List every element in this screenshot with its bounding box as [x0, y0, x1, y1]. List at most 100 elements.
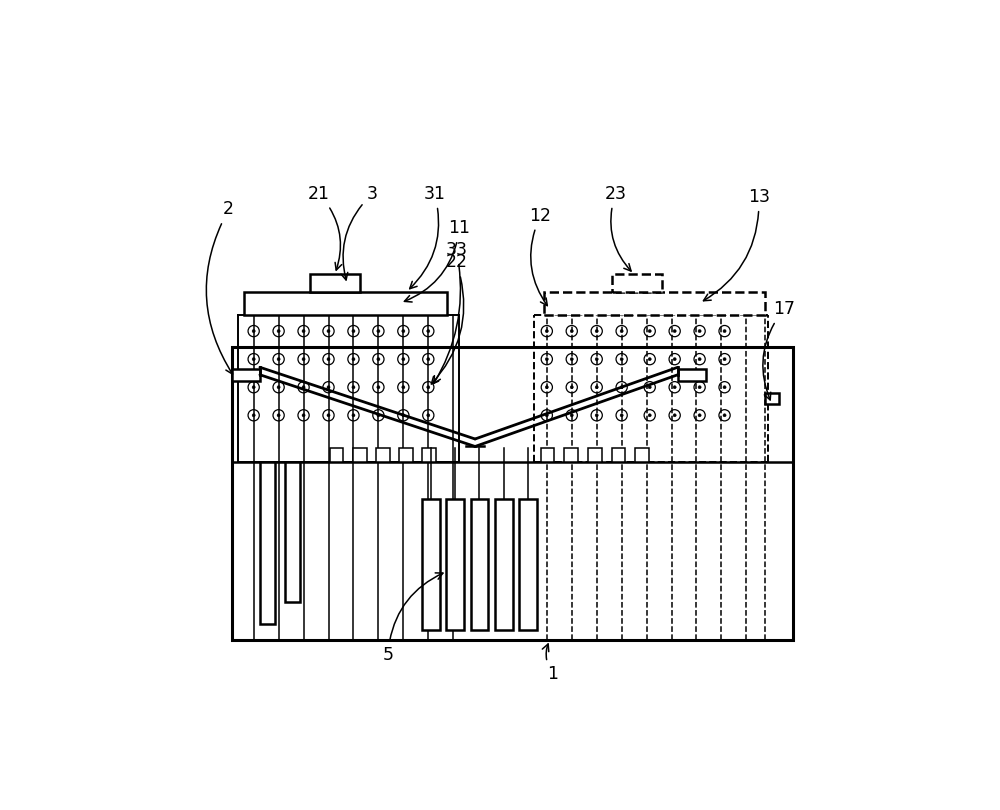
- Bar: [635, 449, 649, 462]
- Bar: [310, 275, 360, 292]
- Text: 2: 2: [206, 200, 234, 374]
- Circle shape: [545, 414, 548, 417]
- Circle shape: [570, 330, 573, 333]
- Circle shape: [427, 357, 430, 360]
- Circle shape: [377, 357, 380, 360]
- Circle shape: [620, 357, 623, 360]
- Circle shape: [327, 357, 330, 360]
- Circle shape: [723, 330, 726, 333]
- Circle shape: [377, 330, 380, 333]
- Circle shape: [620, 386, 623, 389]
- Bar: [232, 347, 793, 640]
- Text: 22: 22: [431, 254, 467, 384]
- Text: 3: 3: [341, 185, 378, 280]
- Circle shape: [402, 386, 405, 389]
- Bar: [232, 369, 260, 381]
- Circle shape: [302, 414, 305, 417]
- Circle shape: [377, 414, 380, 417]
- Circle shape: [673, 330, 676, 333]
- Bar: [471, 500, 488, 630]
- Circle shape: [352, 357, 355, 360]
- Circle shape: [277, 414, 280, 417]
- Text: 21: 21: [308, 185, 342, 270]
- Bar: [353, 449, 367, 462]
- Text: 17: 17: [763, 301, 795, 400]
- Circle shape: [698, 330, 701, 333]
- Circle shape: [648, 386, 651, 389]
- Circle shape: [302, 357, 305, 360]
- Bar: [588, 449, 602, 462]
- Circle shape: [595, 414, 598, 417]
- Circle shape: [595, 330, 598, 333]
- Circle shape: [377, 386, 380, 389]
- Circle shape: [402, 330, 405, 333]
- Text: 11: 11: [404, 220, 470, 302]
- Circle shape: [327, 330, 330, 333]
- Circle shape: [570, 386, 573, 389]
- Circle shape: [277, 386, 280, 389]
- Circle shape: [673, 386, 676, 389]
- Circle shape: [545, 386, 548, 389]
- Bar: [446, 500, 464, 630]
- Circle shape: [570, 414, 573, 417]
- Bar: [260, 462, 275, 625]
- Bar: [244, 292, 447, 316]
- Bar: [612, 449, 625, 462]
- Circle shape: [673, 357, 676, 360]
- Text: 33: 33: [434, 241, 467, 383]
- Circle shape: [327, 386, 330, 389]
- Bar: [422, 449, 436, 462]
- Circle shape: [620, 330, 623, 333]
- Circle shape: [302, 386, 305, 389]
- Circle shape: [723, 386, 726, 389]
- Circle shape: [352, 414, 355, 417]
- Text: 5: 5: [382, 573, 443, 664]
- Circle shape: [427, 386, 430, 389]
- Circle shape: [723, 357, 726, 360]
- Bar: [678, 369, 706, 381]
- Text: 31: 31: [410, 185, 446, 288]
- Circle shape: [352, 386, 355, 389]
- Circle shape: [595, 357, 598, 360]
- Circle shape: [545, 357, 548, 360]
- Circle shape: [698, 357, 701, 360]
- Text: 13: 13: [703, 188, 770, 301]
- Circle shape: [570, 357, 573, 360]
- Circle shape: [545, 330, 548, 333]
- Bar: [564, 449, 578, 462]
- Circle shape: [648, 357, 651, 360]
- Circle shape: [252, 414, 255, 417]
- Circle shape: [673, 414, 676, 417]
- Bar: [285, 462, 300, 603]
- Circle shape: [595, 386, 598, 389]
- Circle shape: [427, 330, 430, 333]
- Circle shape: [698, 386, 701, 389]
- Circle shape: [427, 414, 430, 417]
- Circle shape: [620, 414, 623, 417]
- Bar: [330, 449, 343, 462]
- Circle shape: [648, 330, 651, 333]
- Bar: [376, 449, 390, 462]
- Circle shape: [698, 414, 701, 417]
- Circle shape: [252, 357, 255, 360]
- Bar: [544, 292, 765, 316]
- Circle shape: [723, 414, 726, 417]
- Circle shape: [277, 330, 280, 333]
- Bar: [765, 393, 779, 404]
- Circle shape: [252, 386, 255, 389]
- Bar: [422, 500, 440, 630]
- Bar: [495, 500, 512, 630]
- Text: 23: 23: [604, 185, 631, 271]
- Circle shape: [352, 330, 355, 333]
- Circle shape: [402, 414, 405, 417]
- Circle shape: [402, 357, 405, 360]
- Bar: [399, 449, 413, 462]
- Bar: [541, 449, 554, 462]
- Text: 1: 1: [542, 644, 559, 683]
- Circle shape: [302, 330, 305, 333]
- Circle shape: [277, 357, 280, 360]
- Bar: [612, 275, 662, 292]
- Circle shape: [327, 414, 330, 417]
- Circle shape: [648, 414, 651, 417]
- Text: 12: 12: [530, 207, 552, 305]
